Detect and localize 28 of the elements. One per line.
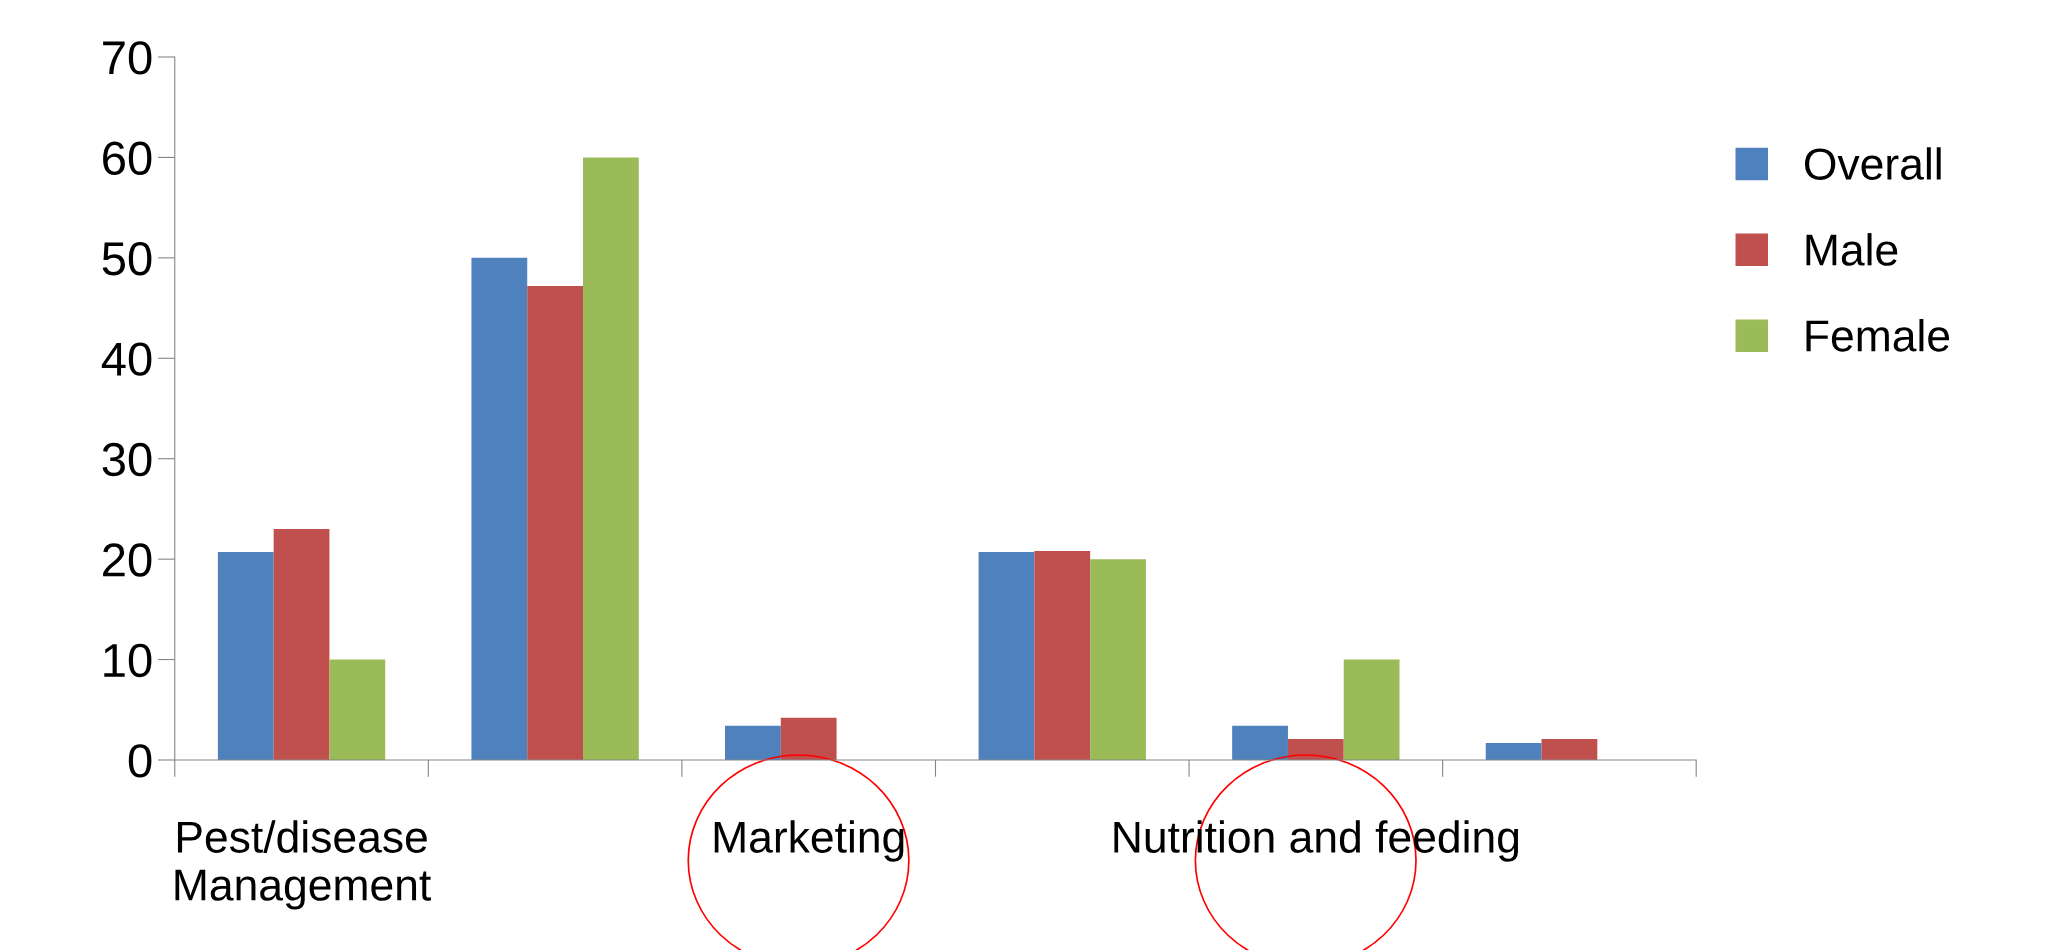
- x-tick-label: Marketing: [714, 820, 904, 862]
- y-tick-label: 10: [104, 643, 152, 678]
- bar: [978, 552, 1035, 760]
- bar: [583, 157, 639, 760]
- bar: [1541, 738, 1598, 760]
- bar: [217, 552, 274, 760]
- bar: [1485, 742, 1542, 760]
- bar: [471, 257, 528, 760]
- y-tick-label: 70: [103, 41, 152, 75]
- bar: [1232, 725, 1288, 760]
- y-tick-label: 40: [101, 342, 152, 376]
- y-tick-label: 60: [103, 141, 152, 175]
- y-tick-label: 0: [128, 744, 152, 778]
- y-tick-label: 50: [102, 241, 152, 276]
- legend-label: Overall: [1804, 147, 1941, 180]
- bar: [780, 717, 837, 760]
- bar: [1090, 559, 1146, 760]
- legend-label: Female: [1806, 319, 1950, 352]
- bar: [329, 659, 386, 760]
- x-tick-label: Pest/disease Management: [175, 820, 431, 910]
- bar: [725, 725, 781, 760]
- legend-label: Male: [1806, 233, 1898, 266]
- bar: [527, 285, 584, 760]
- bar: [1343, 659, 1400, 760]
- bar: [273, 529, 330, 760]
- y-tick-label: 20: [103, 543, 152, 577]
- y-tick-label: 30: [102, 442, 152, 477]
- bar: [1034, 551, 1091, 760]
